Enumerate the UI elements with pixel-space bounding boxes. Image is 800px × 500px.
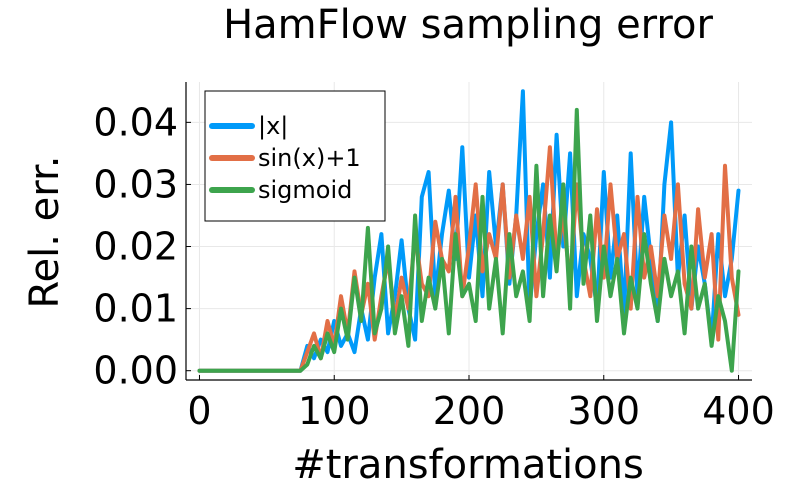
series-line-3 [197, 107, 741, 373]
legend-label-3: sigmoid [258, 176, 352, 204]
y-tick-label-0.01: 0.01 [93, 287, 178, 331]
legend-items: |x| sin(x)+1 sigmoid [209, 112, 361, 204]
y-tick-label-0.02: 0.02 [93, 225, 178, 269]
x-tick-label-0: 0 [187, 389, 211, 433]
chart-title: HamFlow sampling error [223, 2, 713, 48]
axes [185, 82, 752, 381]
legend: |x| sin(x)+1 sigmoid [204, 90, 386, 222]
legend-label-1: |x| [258, 112, 288, 140]
data-series [197, 89, 741, 373]
x-tick-label-200: 200 [433, 389, 506, 433]
y-tick-label-0.04: 0.04 [93, 100, 178, 144]
series-line-2 [197, 145, 741, 373]
x-tick-label-300: 300 [567, 389, 640, 433]
y-tick-label-0.00: 0.00 [93, 349, 178, 393]
y-axis-title: Rel. err. [22, 156, 68, 309]
x-axis-title: #transformations [292, 442, 644, 488]
y-tick-label-0.03: 0.03 [93, 162, 178, 206]
x-tick-label-400: 400 [702, 389, 775, 433]
legend-label-2: sin(x)+1 [258, 144, 361, 172]
x-tick-label-100: 100 [298, 389, 371, 433]
tick-labels: 0 100 200 300 400 0.00 0.01 0.02 0.03 0.04 [93, 100, 774, 433]
